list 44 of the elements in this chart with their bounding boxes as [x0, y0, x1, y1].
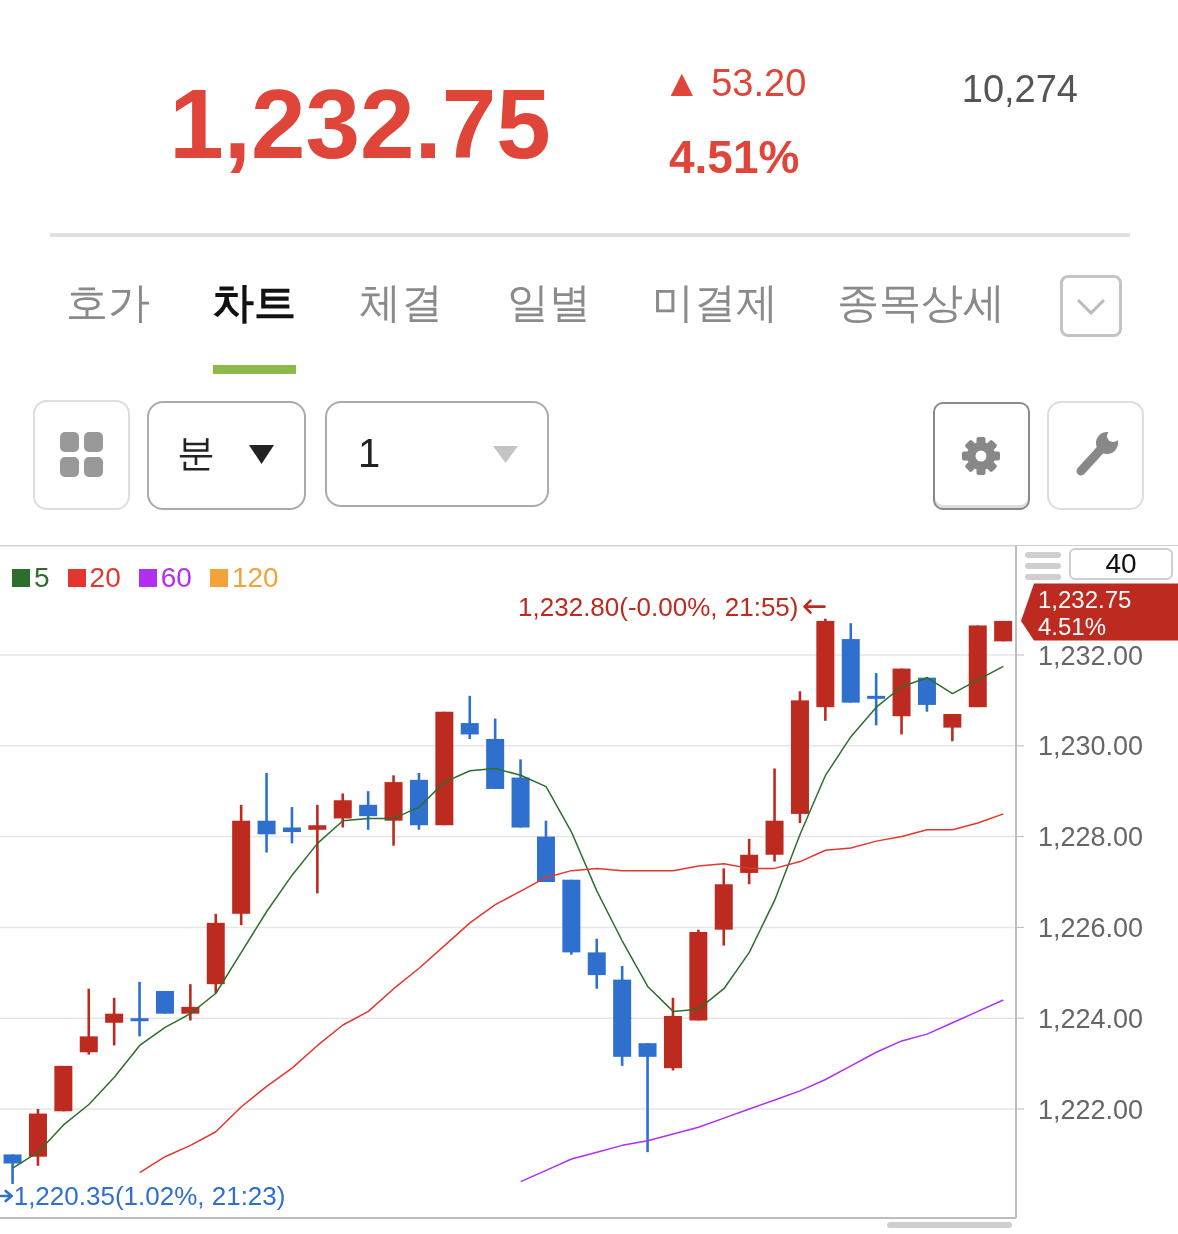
candlestick: [740, 837, 759, 886]
input-box: 40: [1069, 548, 1173, 580]
line-series: [519, 999, 1005, 1183]
text: 1: [358, 430, 381, 478]
text: 호가: [66, 278, 150, 329]
y-tick-label: 1,226.00: [1038, 912, 1144, 943]
candlestick: [105, 996, 124, 1047]
annotation: 1,220.35(1.02%, 21:23): [13, 1180, 286, 1211]
candlestick: [3, 1153, 22, 1186]
text: 종목상세: [837, 278, 1005, 329]
y-tick-label: 1,232.00: [1038, 640, 1144, 671]
legend-label: 20: [89, 562, 121, 594]
y-tick-label: 1,224.00: [1038, 1003, 1144, 1034]
text: 체결: [359, 278, 443, 329]
candlestick: [130, 980, 149, 1038]
text: 차트: [212, 278, 296, 329]
y-tick-label: 1,230.00: [1038, 731, 1144, 762]
text: 1,232.75: [1038, 585, 1132, 613]
candlestick: [638, 1041, 657, 1154]
text: 10,274: [961, 66, 1078, 112]
candlestick: [867, 671, 886, 727]
candlestick: [257, 771, 276, 854]
candlestick: [460, 694, 479, 741]
y-tick-label: 1,228.00: [1038, 822, 1144, 853]
legend-label: 5: [34, 562, 50, 594]
text: 4.51%: [669, 129, 800, 185]
line-series: [11, 665, 1005, 1169]
text: ▲ 53.20: [663, 60, 807, 106]
line-series: [138, 813, 1005, 1174]
candlestick: [359, 789, 378, 832]
candlestick: [587, 937, 606, 990]
text: 미결제: [652, 278, 778, 329]
text: 1,232.75: [169, 68, 551, 182]
legend-label: 60: [160, 562, 192, 594]
y-tick-label: 1,222.00: [1038, 1094, 1144, 1125]
candlestick: [79, 987, 98, 1056]
candlestick: [308, 803, 327, 895]
candlestick: [943, 712, 962, 743]
text: 분: [177, 430, 215, 476]
text: 4.51%: [1038, 612, 1107, 640]
candlestick: [333, 792, 352, 829]
legend-label: 120: [231, 562, 279, 594]
annotation: 1,232.80(-0.00%, 21:55): [518, 591, 799, 622]
text: 일별: [507, 278, 591, 329]
